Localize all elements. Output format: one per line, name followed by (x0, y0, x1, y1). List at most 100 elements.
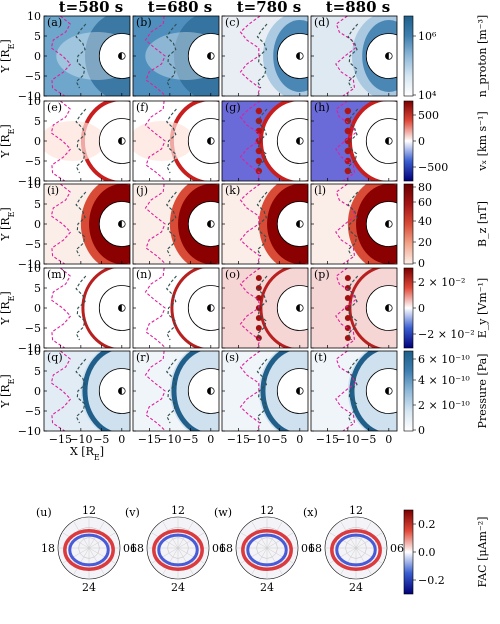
column-title: t=680 s (148, 0, 212, 16)
y-axis-label: Y [RE] (0, 207, 16, 241)
panel-label: (t) (314, 351, 327, 364)
contour-dark (75, 23, 87, 89)
colorbar-tick-label: 0.0 (418, 546, 436, 559)
inner-boundary (365, 368, 397, 414)
colorbar-tick-label: 10⁶ (418, 30, 437, 43)
colorbar-tick-label: 10⁴ (418, 89, 437, 102)
y-tick-label: 0 (34, 50, 41, 63)
panel-label: (l) (314, 184, 326, 197)
earth-night-side (207, 52, 211, 60)
x-tick-label: −15 (49, 433, 72, 446)
panel-j: (j) (132, 183, 220, 265)
contour-magenta (335, 16, 357, 96)
inner-boundary (276, 118, 308, 164)
panel-label: (o) (225, 268, 240, 281)
contour-magenta (144, 16, 167, 96)
x-tick-label: −5 (93, 433, 109, 446)
contour-dark (256, 23, 268, 89)
y-tick-label: 5 (34, 115, 41, 128)
panel-label: (b) (136, 16, 152, 29)
contour-dark (75, 358, 87, 424)
y-tick-label: −10 (18, 90, 41, 103)
panel-b: (b) (132, 15, 220, 97)
colorbar (403, 509, 414, 595)
polar-panel-u: (u) 12 18 06 24 (36, 504, 137, 594)
contour-magenta (144, 268, 167, 348)
contour-dark (75, 275, 87, 341)
contour-magenta (144, 184, 167, 264)
panel-t: (t) (310, 350, 398, 432)
panel-l: (l) (310, 183, 398, 265)
inner-boundary (365, 33, 397, 79)
x-axis-label: X [RE] (70, 445, 104, 462)
contour-magenta (50, 16, 72, 96)
inner-boundary (276, 285, 308, 331)
contour-dark (75, 108, 87, 174)
y-tick-label: −5 (25, 405, 41, 418)
earth-night-side (296, 304, 300, 312)
x-tick-label: −15 (227, 433, 250, 446)
contour-magenta (335, 184, 357, 264)
inner-boundary (276, 368, 308, 414)
contour-dark (256, 191, 268, 257)
panel-label: (v) (125, 506, 140, 519)
inner-boundary (276, 201, 308, 247)
colorbar-tick-label: 6 × 10⁻¹⁰ (418, 353, 470, 366)
contour-magenta (50, 184, 72, 264)
colorbar-tick-label: 80 (418, 181, 432, 194)
colorbar-tick-label: 0 (418, 257, 425, 270)
colorbar-tick-label: 0 (418, 135, 425, 148)
mlt-label-18: 18 (219, 542, 233, 555)
column-title: t=580 s (59, 0, 123, 16)
colorbar-label: FAC [μAm⁻²] (476, 517, 489, 588)
colorbar-tick-label: −2 × 10⁻² (418, 328, 475, 341)
mlt-label-18: 18 (130, 542, 144, 555)
mlt-label-12: 12 (349, 504, 363, 517)
x-tick-label: −5 (271, 433, 287, 446)
earth-night-side (296, 52, 300, 60)
contour-magenta (335, 268, 357, 348)
panel-c: (c) (221, 15, 309, 97)
panel-label: (q) (47, 351, 63, 364)
contour-dark (165, 358, 177, 424)
earth-night-side (207, 220, 211, 228)
contour-dark (165, 23, 177, 89)
y-tick-label: 5 (34, 30, 41, 43)
inner-boundary (365, 118, 397, 164)
panel-r: (r) (132, 350, 220, 432)
y-tick-label: −10 (18, 175, 41, 188)
y-tick-label: 10 (27, 178, 41, 191)
x-tick-label: −10 (158, 433, 181, 446)
mlt-label-12: 12 (260, 504, 274, 517)
contour-magenta (335, 351, 357, 431)
panel-o: (o) (221, 267, 309, 349)
panel-label: (n) (136, 268, 152, 281)
contour-magenta (50, 101, 72, 181)
x-tick-label: −10 (247, 433, 270, 446)
contour-dark (165, 108, 177, 174)
colorbar (403, 15, 414, 97)
mlt-label-06: 06 (390, 542, 404, 555)
x-tick-label: −10 (69, 433, 92, 446)
colorbar (403, 267, 414, 349)
inner-boundary (365, 285, 397, 331)
panel-label: (m) (47, 268, 66, 281)
column-title: t=780 s (237, 0, 301, 16)
y-axis-label: Y [RE] (0, 39, 16, 73)
y-tick-label: −10 (18, 425, 41, 438)
inner-boundary (365, 201, 397, 247)
colorbar-tick-label: −0.2 (418, 574, 445, 587)
y-tick-label: 10 (27, 95, 41, 108)
mlt-label-18: 18 (308, 542, 322, 555)
mlt-label-12: 12 (171, 504, 185, 517)
colorbar-tick-label: 0 (418, 424, 425, 437)
panel-label: (f) (136, 101, 149, 114)
y-axis-label: Y [RE] (0, 291, 16, 325)
panel-k: (k) (221, 183, 309, 265)
x-tick-label: 0 (207, 433, 214, 446)
inner-boundary (98, 118, 130, 164)
y-tick-label: 10 (27, 345, 41, 358)
